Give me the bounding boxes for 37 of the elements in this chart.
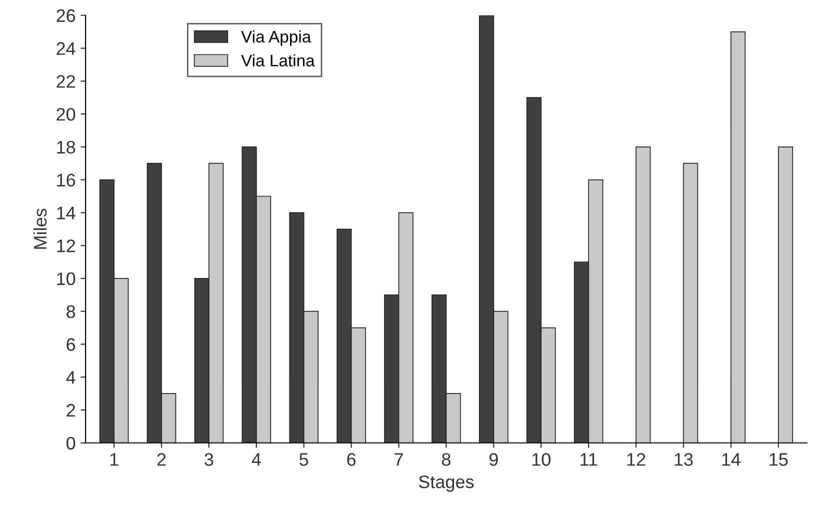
y-tick-label: 8 [66, 305, 76, 318]
x-tick-label: 13 [674, 453, 693, 466]
x-tick-label: 15 [770, 453, 788, 466]
x-tick-label: 14 [722, 453, 740, 466]
x-tick-label: 6 [347, 453, 356, 466]
x-tick-label: 3 [204, 453, 214, 466]
y-tick-label: 2 [66, 404, 75, 417]
x-tick-label: 10 [532, 453, 550, 466]
y-tick-label: 12 [57, 240, 75, 252]
y-tick-label: 6 [66, 338, 76, 351]
y-tick-label: 18 [57, 140, 76, 154]
y-tick-label: 4 [66, 371, 76, 384]
legend-label: Via Latina [241, 54, 315, 66]
legend-label: Via Appia [241, 30, 312, 46]
y-tick-label: 22 [56, 75, 75, 88]
y-tick-label: 16 [57, 174, 76, 187]
bar [778, 146, 794, 443]
y-tick-label: 20 [56, 108, 76, 121]
x-tick-label: 4 [252, 453, 261, 466]
x-tick-label: 2 [157, 453, 166, 466]
y-tick-label: 14 [57, 206, 76, 220]
y-tick-label: 26 [56, 9, 76, 22]
y-tick-label: 0 [66, 436, 76, 450]
x-tick-label: 11 [580, 453, 598, 466]
bar [683, 162, 698, 443]
x-tick-label: 9 [489, 453, 498, 466]
x-tick-label: 5 [300, 453, 308, 466]
x-axis-title: Stages [418, 475, 474, 492]
y-tick-label: 10 [57, 272, 76, 286]
x-tick-label: 1 [110, 453, 118, 466]
x-tick-label: 12 [627, 453, 646, 466]
y-tick-label: 24 [56, 42, 76, 55]
x-tick-label: 7 [394, 453, 403, 466]
y-axis-title: Miles [33, 208, 47, 249]
bar [730, 31, 746, 443]
bar [636, 146, 651, 443]
x-tick-label: 8 [442, 453, 450, 466]
